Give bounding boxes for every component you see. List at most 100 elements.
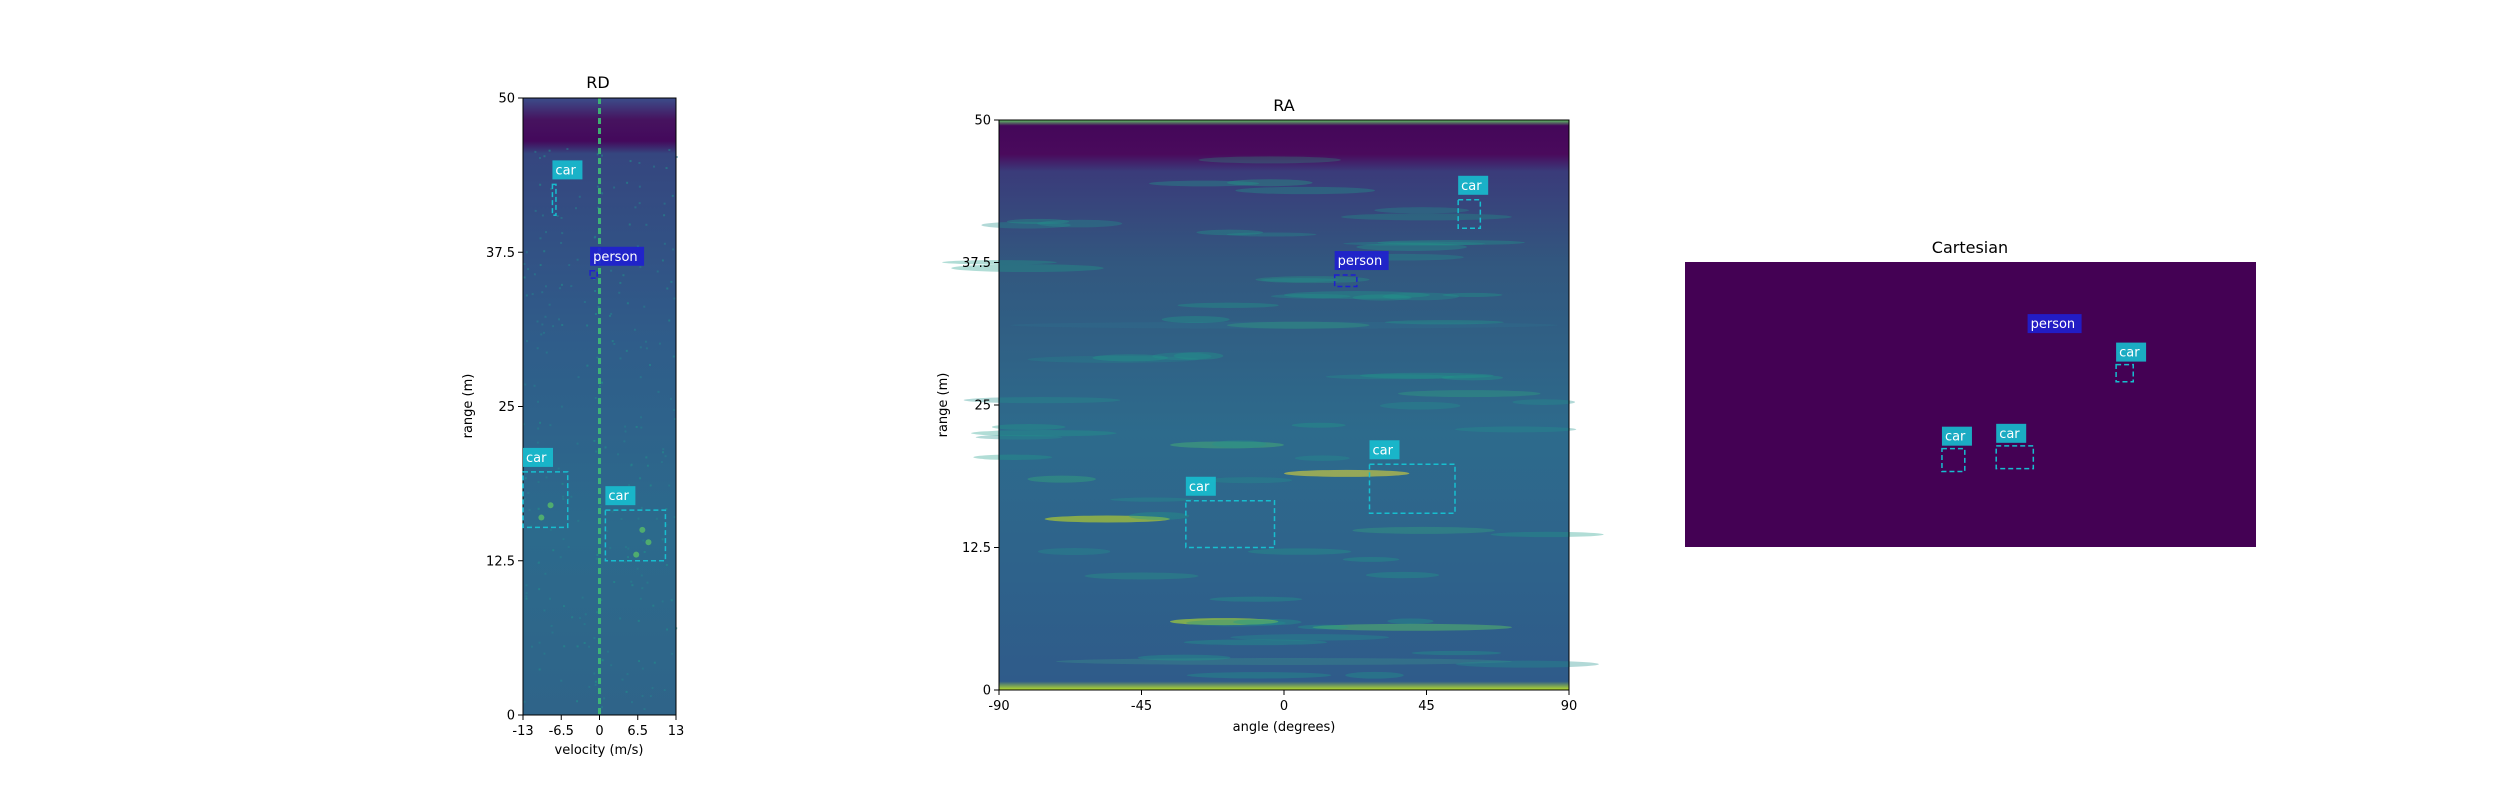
rd-speckle xyxy=(541,291,544,294)
ra-axes: -90 -45 0 45 90 0 12.5 25 37.5 50 xyxy=(962,114,1577,715)
rd-speckle xyxy=(586,324,589,327)
rd-label-bg xyxy=(605,486,636,506)
ra-streak xyxy=(1512,399,1576,405)
rd-speckle xyxy=(645,539,652,546)
rd-speckle xyxy=(558,287,561,290)
rd-ytick-label: 37.5 xyxy=(486,246,515,261)
ra-streak xyxy=(1170,441,1284,449)
ra-streak xyxy=(1291,422,1346,428)
rd-speckle xyxy=(543,250,546,253)
ra-bbox-person xyxy=(1333,274,1358,288)
ra-streak xyxy=(1177,302,1279,308)
rd-speckle xyxy=(584,613,587,616)
rd-ytick-label: 50 xyxy=(498,92,515,107)
rd-speckle xyxy=(624,546,627,549)
rd-bbox-car xyxy=(604,509,667,562)
ra-streak xyxy=(1110,497,1194,502)
rd-xtick-label: -13 xyxy=(512,724,533,739)
rd-speckle xyxy=(643,708,646,711)
ra-label-bg xyxy=(1458,175,1489,195)
rd-speckle xyxy=(675,156,678,159)
rd-speckle xyxy=(527,492,530,495)
cartesian-panel: Cartesian person car car car xyxy=(1685,238,2256,547)
rd-speckle xyxy=(548,303,551,306)
ra-streak xyxy=(1255,276,1370,284)
cartesian-bbox-car xyxy=(1995,445,2035,470)
rd-speckle xyxy=(525,595,528,598)
rd-speckle xyxy=(604,446,607,449)
rd-speckle xyxy=(557,467,560,470)
ra-streak xyxy=(1230,634,1390,641)
rd-speckle xyxy=(626,673,629,676)
rd-speckle xyxy=(596,356,599,359)
ra-streak xyxy=(1056,658,1512,665)
cartesian-label-car: car xyxy=(1945,430,1966,445)
rd-speckle xyxy=(639,477,642,480)
cartesian-annotations: person car car car xyxy=(1941,314,2147,473)
rd-speckle xyxy=(525,592,528,595)
ra-streak xyxy=(1209,596,1303,602)
rd-speckle xyxy=(547,502,554,509)
rd-xtick-label: 13 xyxy=(668,724,685,739)
rd-speckle xyxy=(527,268,530,271)
ra-streak xyxy=(1006,218,1070,225)
rd-speckle xyxy=(560,679,563,682)
rd-speckle xyxy=(563,645,566,648)
rd-speckle xyxy=(561,232,564,235)
rd-speckle xyxy=(628,223,631,226)
rd-speckle xyxy=(655,517,658,520)
rd-speckle xyxy=(610,312,613,315)
rd-speckle xyxy=(523,423,526,426)
rd-ytick-label: 0 xyxy=(507,709,515,724)
rd-speckle xyxy=(538,156,541,159)
rd-speckle xyxy=(613,581,616,584)
rd-speckle xyxy=(596,185,599,188)
rd-speckle xyxy=(524,477,527,480)
rd-speckle xyxy=(610,269,613,272)
cartesian-label-car: car xyxy=(2119,346,2140,361)
rd-speckle xyxy=(562,498,565,501)
ra-panel: RA car person car car -90 -45 0 45 90 0 12.5 25 37.… xyxy=(936,96,1604,735)
rd-speckle xyxy=(648,363,651,366)
ra-streak xyxy=(1270,293,1351,299)
ra-streak xyxy=(1212,440,1267,448)
rd-speckle xyxy=(663,689,666,692)
rd-speckle xyxy=(549,528,552,531)
rd-speckle xyxy=(639,526,646,533)
ra-streak xyxy=(1183,639,1328,646)
rd-speckle xyxy=(613,342,616,345)
rd-speckle xyxy=(576,258,579,261)
rd-speckle xyxy=(625,690,628,693)
ra-streak xyxy=(1398,390,1541,398)
rd-axes: -13 -6.5 0 6.5 13 0 12.5 25 37.5 50 xyxy=(486,92,684,740)
rd-speckle xyxy=(576,442,579,445)
rd-speckle xyxy=(562,605,565,608)
ra-streak xyxy=(1186,672,1332,679)
ra-heatmap xyxy=(999,120,1569,690)
rd-label-bg xyxy=(523,447,553,467)
rd-speckle xyxy=(545,351,548,354)
rd-speckle xyxy=(576,645,579,648)
rd-speckle xyxy=(649,484,652,487)
rd-speckle xyxy=(643,305,646,308)
ra-streak xyxy=(1148,180,1260,187)
rd-speckle xyxy=(634,206,637,209)
rd-speckle xyxy=(533,273,536,276)
rd-speckle xyxy=(596,153,599,156)
rd-speckle xyxy=(630,580,633,583)
rd-speckle xyxy=(537,507,540,510)
rd-speckle xyxy=(624,425,627,428)
rd-speckle xyxy=(560,241,563,244)
rd-speckle xyxy=(630,701,633,704)
ra-streak xyxy=(1382,292,1460,301)
rd-speckle xyxy=(633,551,640,558)
rd-speckle xyxy=(641,587,644,590)
rd-speckle xyxy=(577,376,580,379)
rd-speckle xyxy=(538,668,541,671)
rd-speckle xyxy=(674,418,677,421)
rd-ytick-label: 12.5 xyxy=(486,554,515,569)
rd-speckle xyxy=(530,645,533,648)
rd-speckle xyxy=(599,505,602,508)
rd-speckle xyxy=(539,264,542,267)
rd-label-car: car xyxy=(526,451,547,466)
